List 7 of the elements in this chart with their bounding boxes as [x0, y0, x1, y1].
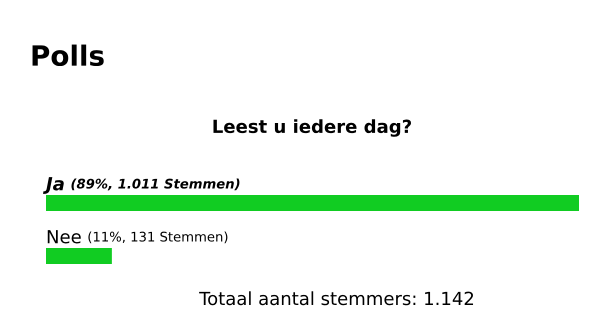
chart-title: Polls: [32, 44, 104, 66]
data-label: (89%, 1.011 Stemmen): [71, 178, 240, 190]
text: Totaal aantal stemmers: 1.142: [199, 291, 474, 306]
data-label: (11%, 131 Stemmen): [88, 231, 228, 244]
y-tick-label: Ja: [43, 177, 64, 194]
y-tick-label: Nee: [48, 230, 81, 244]
chart-subtitle: Leest u iedere dag?: [213, 119, 411, 137]
